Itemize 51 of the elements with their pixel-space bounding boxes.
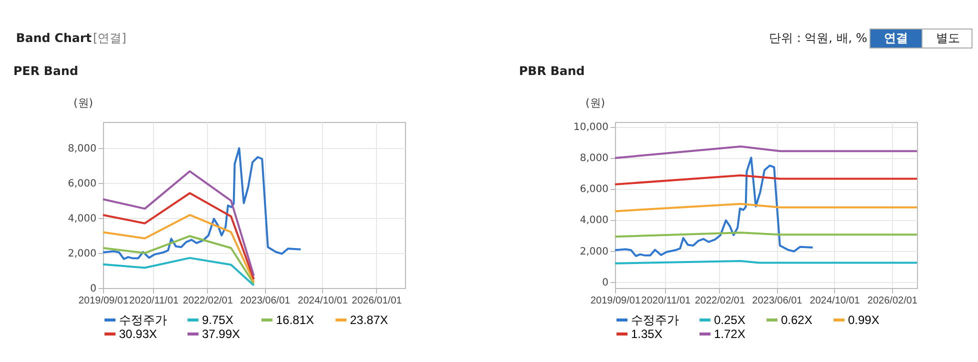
legend-label: 0.62X [781,313,812,327]
x-tick-label: 2022/02/01 [694,296,746,306]
legend-label: 0.99X [848,313,880,327]
y-tick-label: 6,000 [68,178,96,190]
legend-label: 수정주가 [119,313,167,327]
y-tick-label: 6,000 [580,184,608,196]
y-tick-label: 0 [602,277,608,288]
text: [연결] [93,31,126,45]
x-tick-label: 2026/02/01 [867,296,918,306]
y-tick-label: 2,000 [68,248,96,260]
text: 연결 [884,31,908,45]
legend-label: 1.35X [631,327,662,341]
x-tick-label: 2024/10/01 [298,296,348,306]
legend-label: 30.93X [119,327,158,341]
text: Band Chart [16,31,92,45]
x-tick-label: 2026/01/01 [352,296,402,306]
y-tick-label: 8,000 [580,153,608,164]
line-series [102,256,255,286]
y-tick-label: 4,000 [68,214,96,225]
line-series [614,156,814,258]
text: 별도 [936,31,960,45]
x-tick-label: 2019/09/01 [590,296,641,306]
x-tick-label: 2020/11/01 [129,296,180,306]
legend-label: 수정주가 [631,313,679,327]
legend-label: 37.99X [202,327,240,341]
legend-label: 9.75X [202,313,234,327]
text: 단위 : 억원, 배, % [769,31,868,45]
y-tick-label: 0 [90,284,96,294]
legend-label: 23.87X [350,313,388,327]
line-series [102,192,255,280]
chart-title: PER Band [13,64,78,78]
x-tick-label: 2019/09/01 [78,296,129,306]
line-series [102,147,302,260]
chart-title: PBR Band [519,64,585,78]
line-series [102,235,255,285]
legend-label: 0.25X [714,313,746,327]
x-tick-label: 2024/10/01 [810,296,860,306]
y-axis-title: (원) [74,96,94,110]
y-tick-label: 4,000 [580,215,608,226]
y-axis-title: (원) [586,96,606,110]
y-tick-label: 2,000 [580,246,608,258]
x-tick-label: 2023/06/01 [240,296,291,306]
x-tick-label: 2022/02/01 [182,296,234,306]
line-series [102,214,255,283]
line-series [102,170,255,277]
y-tick-label: 10,000 [574,122,608,134]
x-tick-label: 2023/06/01 [752,296,803,306]
legend-label: 1.72X [714,327,746,341]
x-tick-label: 2020/11/01 [641,296,692,306]
y-tick-label: 8,000 [68,144,96,155]
legend-label: 16.81X [276,313,314,327]
